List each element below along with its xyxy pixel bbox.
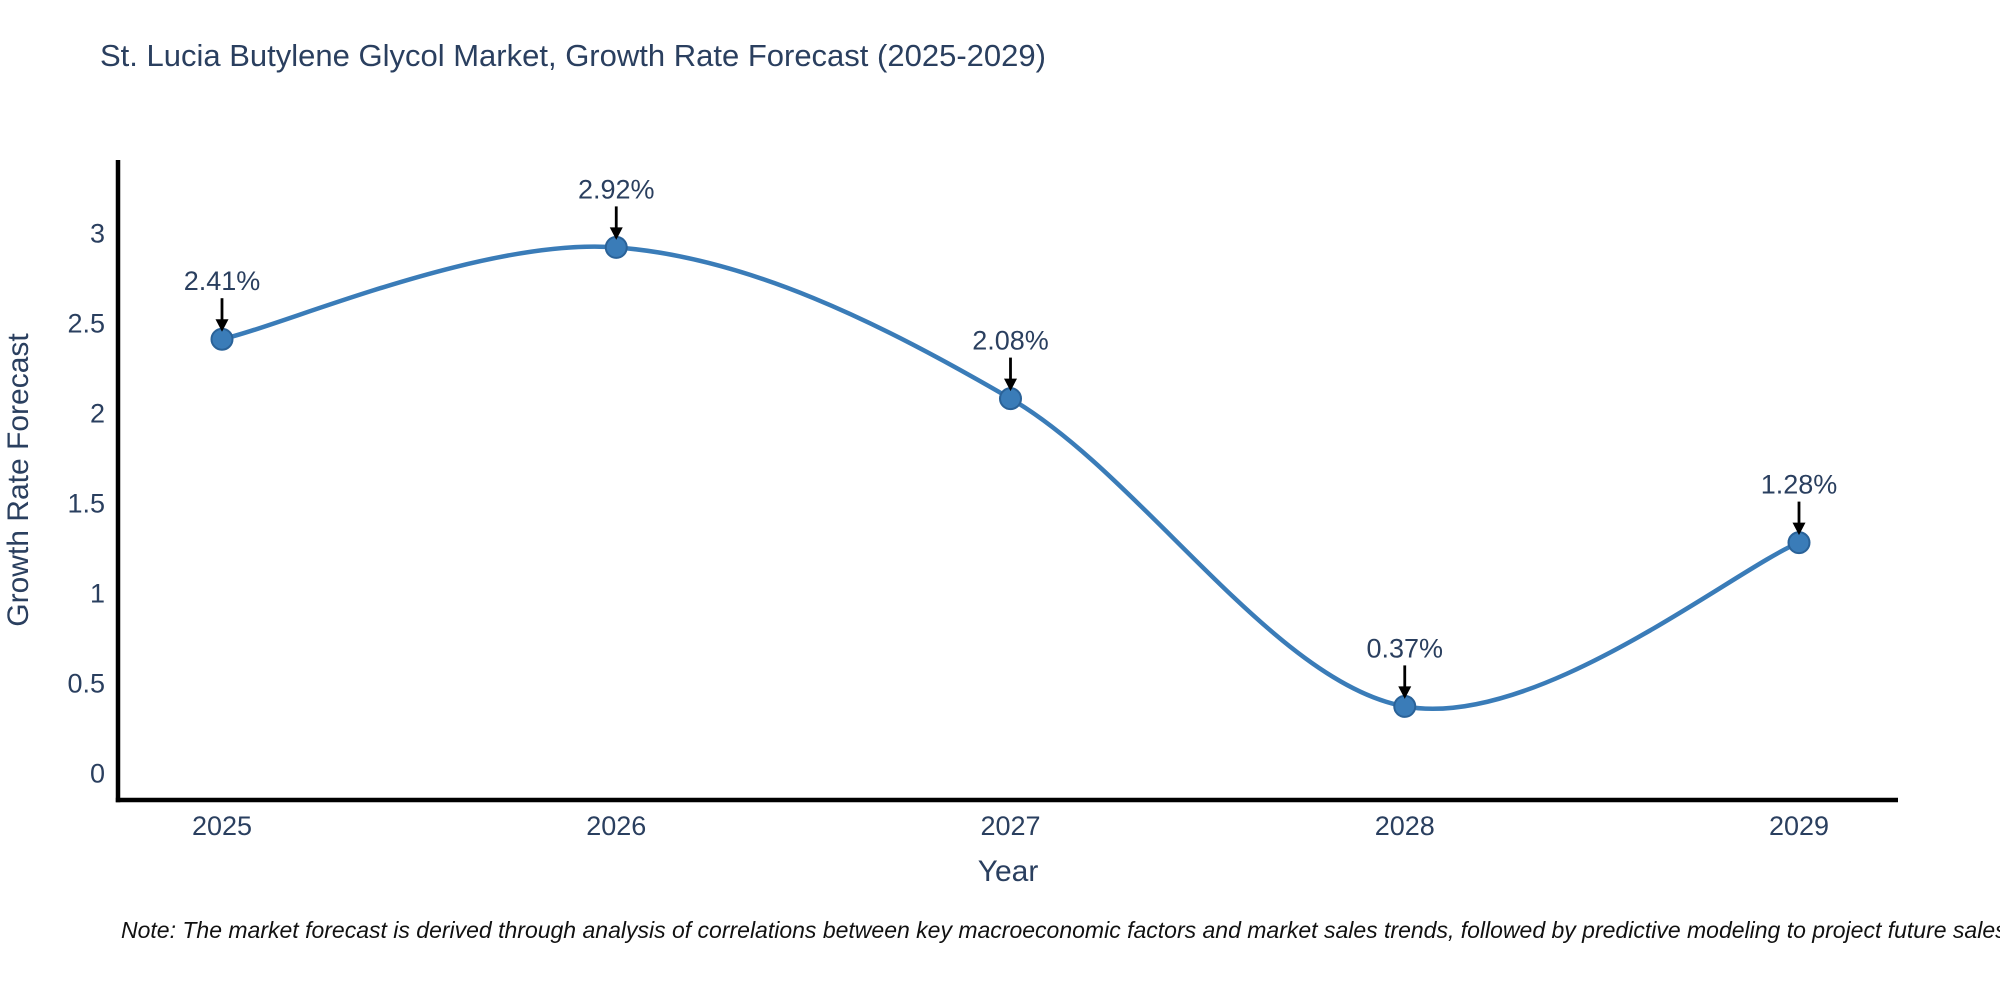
- annotation-arrowhead-icon: [1398, 686, 1412, 699]
- data-point-marker: [1393, 694, 1417, 718]
- y-tick-label: 1.5: [67, 488, 105, 518]
- annotation-arrowhead-icon: [215, 319, 229, 332]
- data-point-marker: [604, 235, 628, 259]
- y-tick-label: 2: [90, 398, 105, 428]
- x-tick-label: 2029: [1769, 811, 1829, 841]
- y-tick-label: 1: [90, 578, 105, 608]
- chart-title: St. Lucia Butylene Glycol Market, Growth…: [100, 38, 1046, 73]
- annotation-arrowhead-icon: [609, 227, 623, 240]
- y-tick-label: 3: [90, 218, 105, 248]
- y-tick-label: 0.5: [67, 668, 105, 698]
- data-point-label: 2.41%: [184, 266, 261, 296]
- y-tick-label: 0: [90, 758, 105, 788]
- note-text: Note: The market forecast is derived thr…: [121, 917, 2000, 943]
- x-tick-label: 2028: [1375, 811, 1435, 841]
- annotation-arrowhead-icon: [1004, 378, 1017, 392]
- y-axis-title: Growth Rate Forecast: [2, 333, 35, 627]
- x-tick-label: 2025: [192, 811, 252, 841]
- data-point-label: 2.08%: [972, 326, 1049, 356]
- data-point-marker: [210, 327, 234, 351]
- x-tick-label: 2027: [980, 811, 1040, 841]
- annotation-arrowhead-icon: [1792, 522, 1806, 536]
- trend-line: [219, 244, 1802, 711]
- data-point-label: 2.92%: [578, 174, 655, 204]
- x-axis-title: Year: [978, 855, 1039, 888]
- data-point-marker: [1787, 531, 1811, 555]
- y-tick-label: 2.5: [67, 308, 105, 338]
- data-point-marker: [999, 387, 1022, 411]
- data-point-label: 1.28%: [1761, 470, 1838, 500]
- x-tick-label: 2026: [586, 811, 646, 841]
- data-point-label: 0.37%: [1366, 633, 1443, 663]
